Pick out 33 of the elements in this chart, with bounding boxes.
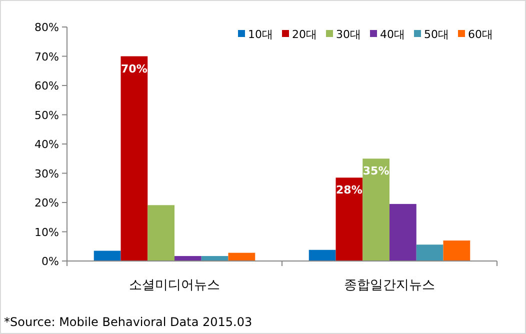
bar [228,252,256,261]
legend-label: 30대 [336,28,361,41]
legend-label: 60대 [468,28,493,41]
y-tick-label: 40% [34,138,59,151]
y-tick-label: 60% [34,80,59,92]
text: *Source: Mobile Behavioral Data 2015.03 [4,315,252,329]
legend-label: 50대 [424,28,449,41]
y-tick-label: 10% [34,226,59,239]
legend-label: 20대 [292,28,317,41]
legend-label: 10대 [248,28,273,41]
y-tick-label: 80% [34,21,59,34]
bar [336,178,363,261]
x-tick-label: 소셜미디어뉴스 [129,278,220,293]
bar [120,56,148,261]
bar [362,158,390,261]
x-tick-label: 종합일간지뉴스 [344,278,435,293]
bar [416,244,444,261]
bar [174,256,202,261]
data-label: 28% [336,184,362,197]
y-tick-label: 0% [42,255,59,268]
legend-label: 40대 [380,28,405,41]
bar [148,205,174,261]
bar [443,240,470,261]
data-label: 35% [362,164,390,178]
data-label: 70% [121,62,148,76]
bar [201,256,228,261]
bar [390,204,416,261]
bar [308,250,336,261]
y-tick-label: 50% [34,108,59,122]
y-tick-label: 20% [34,196,59,210]
y-tick-label: 30% [34,167,59,180]
y-tick-label: 70% [34,50,59,64]
bar [94,250,121,261]
